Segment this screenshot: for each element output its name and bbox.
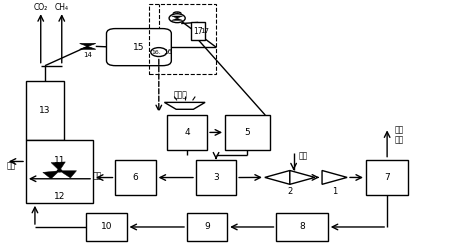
Text: 空气: 空气: [299, 152, 308, 160]
Text: 8: 8: [299, 222, 305, 232]
Text: 12: 12: [54, 192, 65, 201]
Polygon shape: [51, 162, 65, 170]
Text: 废气: 废气: [7, 161, 16, 170]
Text: CO₂: CO₂: [34, 3, 48, 12]
Polygon shape: [164, 102, 205, 109]
Text: 燚气: 燚气: [93, 171, 102, 180]
Text: 2: 2: [287, 187, 292, 196]
Text: 7: 7: [384, 173, 390, 182]
Polygon shape: [265, 170, 290, 184]
FancyBboxPatch shape: [26, 80, 64, 140]
Text: 16: 16: [163, 49, 172, 55]
Text: 15: 15: [133, 42, 144, 51]
Text: 3: 3: [213, 173, 219, 182]
FancyBboxPatch shape: [116, 160, 156, 196]
Polygon shape: [80, 44, 96, 46]
FancyBboxPatch shape: [196, 160, 236, 196]
Text: 1: 1: [332, 187, 337, 196]
Circle shape: [151, 48, 167, 56]
Text: 10: 10: [101, 222, 112, 232]
Text: 太阳光: 太阳光: [173, 90, 187, 99]
Polygon shape: [322, 170, 347, 184]
Polygon shape: [171, 16, 183, 18]
FancyBboxPatch shape: [276, 213, 328, 241]
Text: 16.: 16.: [152, 50, 162, 54]
FancyBboxPatch shape: [187, 213, 227, 241]
Polygon shape: [80, 46, 96, 49]
FancyBboxPatch shape: [191, 22, 205, 40]
Text: 5: 5: [244, 128, 250, 137]
FancyBboxPatch shape: [167, 115, 207, 150]
Text: 9: 9: [204, 222, 210, 232]
Text: 电能
输出: 电能 输出: [395, 125, 404, 144]
FancyBboxPatch shape: [225, 115, 270, 150]
Circle shape: [58, 170, 62, 172]
Circle shape: [169, 14, 185, 23]
Polygon shape: [43, 171, 58, 179]
Text: CH₄: CH₄: [55, 3, 69, 12]
FancyBboxPatch shape: [107, 28, 171, 66]
Text: 14: 14: [83, 52, 92, 58]
Text: 4: 4: [184, 128, 190, 137]
FancyBboxPatch shape: [86, 213, 126, 241]
Text: 17: 17: [200, 28, 209, 34]
Text: 11: 11: [54, 156, 65, 165]
FancyBboxPatch shape: [26, 140, 93, 203]
Text: 13: 13: [39, 106, 51, 115]
Polygon shape: [171, 18, 183, 20]
Polygon shape: [61, 171, 76, 178]
Polygon shape: [290, 170, 315, 184]
Text: 17: 17: [194, 26, 203, 36]
Text: 6: 6: [133, 173, 139, 182]
FancyBboxPatch shape: [366, 160, 408, 196]
